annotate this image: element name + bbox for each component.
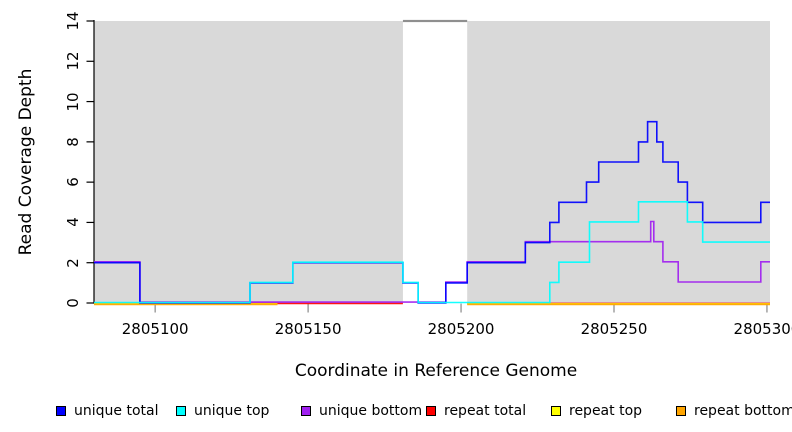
legend-label: unique total xyxy=(74,403,159,419)
legend-label: repeat top xyxy=(569,403,643,419)
x-tick-label: 2805250 xyxy=(580,320,648,338)
x-tick-label: 2805150 xyxy=(274,320,342,338)
legend-item-repeat-bottom: repeat bottom xyxy=(676,403,792,419)
y-tick-label: 4 xyxy=(64,217,82,228)
y-tick-label: 8 xyxy=(64,137,82,147)
legend-item-unique-bottom: unique bottom xyxy=(301,403,422,419)
legend-item-repeat-top: repeat top xyxy=(551,403,642,419)
shaded-region xyxy=(94,21,403,303)
y-tick-label: 10 xyxy=(64,92,82,112)
legend-swatch-repeat-bottom xyxy=(676,406,686,416)
legend-swatch-repeat-top xyxy=(551,406,561,416)
legend-label: repeat bottom xyxy=(694,403,792,419)
legend-swatch-unique-bottom xyxy=(301,406,311,416)
series-unique-top xyxy=(94,201,770,304)
legend-swatch-unique-total xyxy=(56,406,66,416)
x-tick-label: 2805200 xyxy=(427,320,495,338)
legend-label: repeat total xyxy=(444,403,527,419)
y-axis-title: Read Coverage Depth xyxy=(16,68,36,256)
legend-swatch-repeat-total xyxy=(426,406,436,416)
y-tick-label: 6 xyxy=(64,177,82,187)
legend-label: unique bottom xyxy=(319,403,423,419)
legend: unique total unique top unique bottom re… xyxy=(0,403,792,423)
legend-item-repeat-total: repeat total xyxy=(426,403,526,419)
legend-item-unique-top: unique top xyxy=(176,403,269,419)
legend-item-unique-total: unique total xyxy=(56,403,158,419)
y-tick-label: 14 xyxy=(64,11,82,31)
y-tick-label: 2 xyxy=(64,257,82,268)
y-tick-label: 12 xyxy=(64,51,82,71)
legend-label: unique top xyxy=(194,403,270,419)
x-tick-label: 2805300 xyxy=(733,320,792,338)
gap-top-marker xyxy=(402,19,468,23)
y-tick-label: 0 xyxy=(64,298,82,308)
x-tick-label: 2805100 xyxy=(121,320,189,338)
legend-swatch-unique-top xyxy=(176,406,186,416)
x-axis-title: Coordinate in Reference Genome xyxy=(294,361,578,381)
